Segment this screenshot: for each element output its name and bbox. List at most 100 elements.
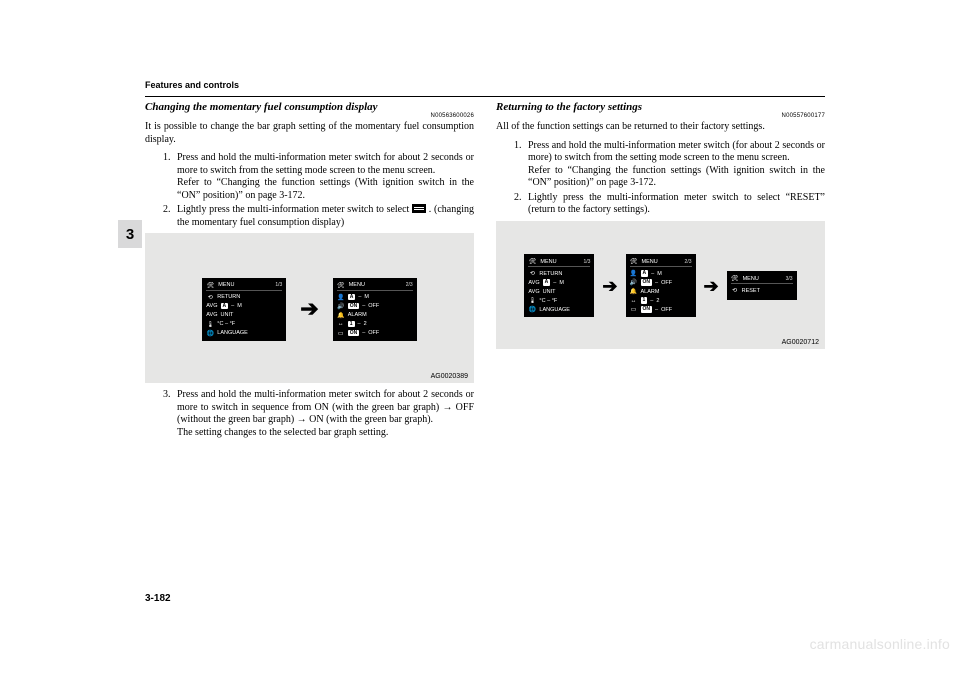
arrows-icon: ↔ <box>630 298 638 304</box>
list-number: 3. <box>163 389 177 439</box>
row-pill: ON <box>348 330 360 337</box>
list-text: Press and hold the multi-information met… <box>528 140 825 190</box>
screen-row: 🔊ON–OFF <box>630 279 692 286</box>
row-mid: – <box>358 294 361 300</box>
right-intro: All of the function settings can be retu… <box>496 121 825 134</box>
row-label: °C – °F <box>539 298 557 304</box>
row-pill: 1 <box>641 297 648 304</box>
screen-header: 🛠 MENU 2/3 <box>630 258 692 267</box>
person-icon: 👤 <box>630 270 638 277</box>
wrench-icon: 🛠 <box>337 282 345 289</box>
list-number: 1. <box>514 140 528 190</box>
row-prefix: AVG <box>206 303 217 309</box>
row-mid: – <box>553 280 556 286</box>
header-rule <box>145 96 825 97</box>
row-pill: A <box>348 294 356 301</box>
row-label: ALARM <box>641 289 660 295</box>
screen-row: ↔1–2 <box>630 297 692 304</box>
row-pill: 1 <box>348 321 355 328</box>
wrench-icon: 🛠 <box>528 258 536 265</box>
list-number: 2. <box>514 192 528 217</box>
row-label: UNIT <box>221 312 234 318</box>
screen-row: ▭ON–OFF <box>337 330 413 337</box>
screen-page: 3/3 <box>786 276 793 282</box>
list-text: Lightly press the multi-information mete… <box>177 204 474 229</box>
arrow-right-icon: ➔ <box>704 277 719 295</box>
thermometer-icon: 🌡 <box>528 297 536 304</box>
screen-row: ⟲RESET <box>731 287 793 294</box>
meter-screen: 🛠 MENU 3/3 ⟲RESET <box>727 271 797 300</box>
screen-page: 2/3 <box>685 259 692 265</box>
section-tab-number: 3 <box>126 226 134 243</box>
menu-label: MENU <box>349 282 365 288</box>
bargraph-icon <box>412 204 426 213</box>
figure-reference: AG0020389 <box>431 373 468 380</box>
row-pill: ON <box>641 279 653 286</box>
bell-icon: 🔔 <box>630 288 638 295</box>
section-tab: 3 <box>118 220 142 248</box>
step2-prefix: Lightly press the multi-information mete… <box>177 204 412 215</box>
row-prefix: AVG <box>528 280 539 286</box>
list-number: 2. <box>163 204 177 229</box>
wrench-icon: 🛠 <box>206 282 214 289</box>
row-suffix: M <box>237 303 242 309</box>
bargraph-icon: ▭ <box>630 306 638 313</box>
row-suffix: OFF <box>661 307 672 313</box>
list-item: 2. Lightly press the multi-information m… <box>514 192 825 217</box>
row-label: ALARM <box>348 312 367 318</box>
page-content: Features and controls Changing the momen… <box>145 80 825 441</box>
right-docnum: N00557600177 <box>496 113 825 119</box>
page-number: 3-182 <box>145 593 171 604</box>
return-icon: ⟲ <box>528 270 536 277</box>
row-label: RETURN <box>217 294 240 300</box>
meter-screen: 🛠 MENU 2/3 👤A–M 🔊ON–OFF 🔔ALARM ↔1–2 ▭ON–… <box>626 254 696 317</box>
screen-row: 🌐LANGUAGE <box>528 306 590 313</box>
left-docnum: N00563600026 <box>145 113 474 119</box>
row-mid: – <box>650 298 653 304</box>
row-pill: A <box>543 279 551 286</box>
screen-page: 1/3 <box>275 282 282 288</box>
screen-row: AVG UNIT <box>528 288 590 295</box>
screen-row: AVGA–M <box>528 279 590 286</box>
screen-row: 🌡°C – °F <box>528 297 590 304</box>
right-figure: 🛠 MENU 1/3 ⟲RETURN AVGA–M AVGUNIT 🌡°C – … <box>496 221 825 349</box>
row-suffix: OFF <box>368 330 379 336</box>
left-figure: 🛠 MENU 1/3 ⟲RETURN AVGA–M AVGUNIT 🌡°C – … <box>145 233 474 383</box>
running-head: Features and controls <box>145 80 825 90</box>
screen-row: ⟲RETURN <box>528 270 590 277</box>
figure-reference: AG0020712 <box>782 339 819 346</box>
arrows-icon: ↔ <box>337 321 345 327</box>
arrow-right-icon: ➔ <box>300 298 318 320</box>
list-text: Press and hold the multi-information met… <box>177 152 474 202</box>
list-item: 3. Press and hold the multi-information … <box>163 389 474 439</box>
left-column: Changing the momentary fuel consumption … <box>145 101 474 441</box>
row-label: UNIT <box>543 289 556 295</box>
row-suffix: OFF <box>661 280 672 286</box>
list-item: 1. Press and hold the multi-information … <box>163 152 474 202</box>
list-item: 1. Press and hold the multi-information … <box>514 140 825 190</box>
screen-row: 🔔ALARM <box>337 312 413 319</box>
meter-screen: 🛠 MENU 2/3 👤A–M 🔊ON–OFF 🔔ALARM ↔1–2 ▭ON–… <box>333 278 417 341</box>
row-label: °C – °F <box>217 321 235 327</box>
menu-label: MENU <box>218 282 234 288</box>
row-label: LANGUAGE <box>539 307 570 313</box>
screen-header: 🛠 MENU 1/3 <box>528 258 590 267</box>
screen-row: 🌡°C – °F <box>206 321 282 328</box>
row-suffix: M <box>657 271 662 277</box>
arrow-right-icon: ➔ <box>602 277 617 295</box>
screen-row: AVGUNIT <box>206 312 282 319</box>
row-prefix: AVG <box>528 289 539 295</box>
right-heading: Returning to the factory settings <box>496 101 825 113</box>
menu-label: MENU <box>642 259 658 265</box>
speaker-icon: 🔊 <box>630 279 638 286</box>
row-mid: – <box>362 330 365 336</box>
row-mid: – <box>651 271 654 277</box>
list-text: Lightly press the multi-information mete… <box>528 192 825 217</box>
right-column: Returning to the factory settings N00557… <box>496 101 825 441</box>
screen-row: 🔔ALARM <box>630 288 692 295</box>
two-column-layout: Changing the momentary fuel consumption … <box>145 101 825 441</box>
screen-header: 🛠 MENU 1/3 <box>206 282 282 291</box>
list-item: 2. Lightly press the multi-information m… <box>163 204 474 229</box>
row-pill: A <box>641 270 649 277</box>
left-intro: It is possible to change the bar graph s… <box>145 121 474 146</box>
